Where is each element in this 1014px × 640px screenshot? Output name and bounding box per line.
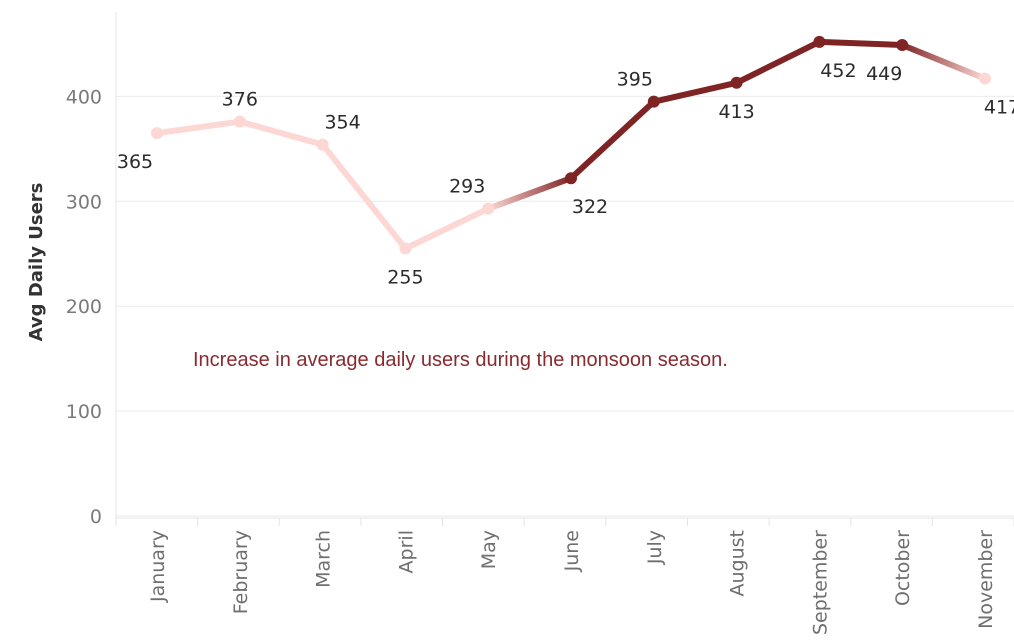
x-tick-label: April (395, 530, 417, 573)
data-label: 413 (718, 101, 754, 123)
x-tick-label: August (727, 530, 749, 597)
x-tick-label: March (313, 530, 335, 588)
data-point (316, 138, 329, 151)
x-tick-label: May (478, 530, 500, 569)
x-tick-label: November (975, 530, 997, 629)
data-point (565, 172, 577, 185)
x-tick-label: June (561, 530, 583, 572)
data-point (896, 38, 909, 51)
data-label: 449 (866, 63, 902, 85)
data-point (233, 115, 246, 128)
series-line-segment (568, 98, 657, 182)
data-point (482, 202, 495, 215)
series-line-segment (402, 205, 492, 252)
data-label: 255 (387, 267, 423, 289)
data-label: 376 (222, 89, 258, 111)
data-label: 354 (324, 112, 360, 134)
data-point (979, 72, 991, 85)
y-axis-title: Avg Daily Users (26, 183, 47, 342)
data-point (730, 76, 743, 89)
x-tick-label: January (147, 530, 169, 603)
series-line-segment (816, 38, 906, 48)
data-label: 395 (617, 69, 653, 91)
data-label: 417 (984, 97, 1014, 119)
x-tick-label: February (230, 530, 252, 614)
y-tick-label: 400 (66, 86, 102, 108)
data-label-layer: 365 376 354 255 293 322 395 413 452 449 417 (117, 60, 1014, 289)
data-label: 452 (820, 60, 856, 82)
chart-annotation: Increase in average daily users during t… (193, 349, 728, 371)
x-tick-label: October (892, 530, 914, 606)
series-line-segment (899, 41, 988, 82)
series-line-segment (650, 79, 740, 105)
series-line-segment (154, 118, 243, 137)
data-point (399, 242, 412, 255)
data-label: 293 (449, 176, 485, 198)
data-label: 365 (117, 151, 153, 173)
data-point (813, 35, 826, 48)
data-label: 322 (572, 196, 608, 218)
series-point-layer (151, 35, 991, 255)
x-tick-label: July (644, 530, 666, 565)
series-line-segment (319, 141, 409, 252)
data-point (647, 95, 660, 108)
axis-layer: 0 100 200 300 400 January February March April Ma… (66, 12, 1014, 635)
series-line-segment (236, 118, 326, 148)
grid-layer (116, 95, 1014, 517)
x-tick-label: September (809, 530, 831, 635)
series-line-layer (154, 38, 988, 252)
y-tick-label: 0 (90, 506, 102, 528)
data-point (151, 127, 163, 140)
series-line-segment (485, 175, 574, 212)
y-tick-label: 300 (66, 191, 102, 213)
y-tick-label: 200 (66, 296, 102, 318)
series-line-segment (733, 38, 823, 86)
y-tick-label: 100 (66, 401, 102, 423)
